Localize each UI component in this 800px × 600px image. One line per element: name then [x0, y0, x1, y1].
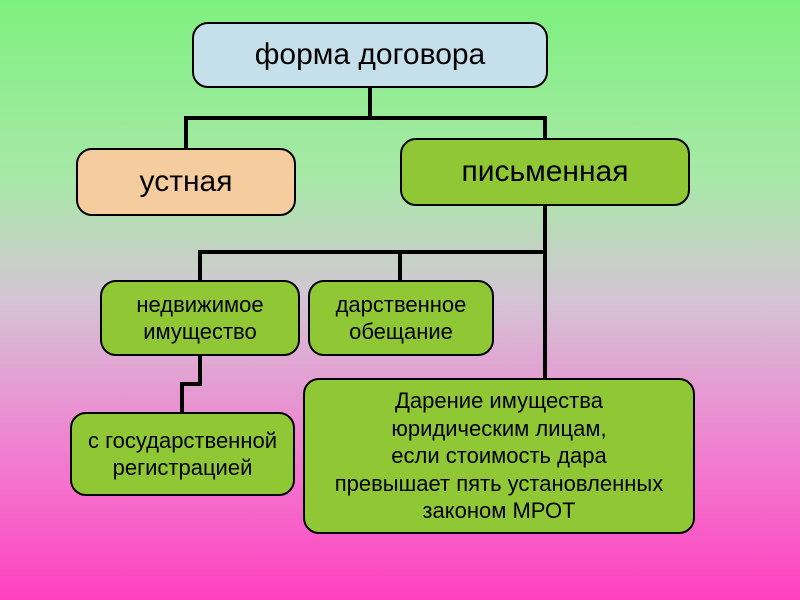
connector-edge: [182, 356, 200, 412]
node-realestate: недвижимое имущество: [100, 280, 300, 356]
node-written-label: письменная: [461, 153, 628, 191]
connector-edge: [200, 206, 545, 280]
node-legalentities-label: Дарение имущества юридическим лицам, есл…: [335, 387, 664, 525]
connector-edge: [400, 206, 545, 280]
node-giftpromise: дарственное обещание: [308, 280, 494, 356]
node-oral-label: устная: [140, 163, 233, 201]
node-root: форма договора: [192, 22, 548, 88]
node-legalentities: Дарение имущества юридическим лицам, есл…: [303, 378, 695, 534]
connector-edge: [370, 88, 545, 138]
node-written: письменная: [400, 138, 690, 206]
connector-edge: [186, 88, 370, 148]
node-stateregistration-label: с государственной регистрацией: [88, 427, 277, 482]
node-oral: устная: [76, 148, 296, 216]
node-root-label: форма договора: [255, 36, 486, 74]
node-giftpromise-label: дарственное обещание: [336, 291, 467, 346]
node-realestate-label: недвижимое имущество: [136, 291, 263, 346]
node-stateregistration: с государственной регистрацией: [70, 412, 295, 496]
